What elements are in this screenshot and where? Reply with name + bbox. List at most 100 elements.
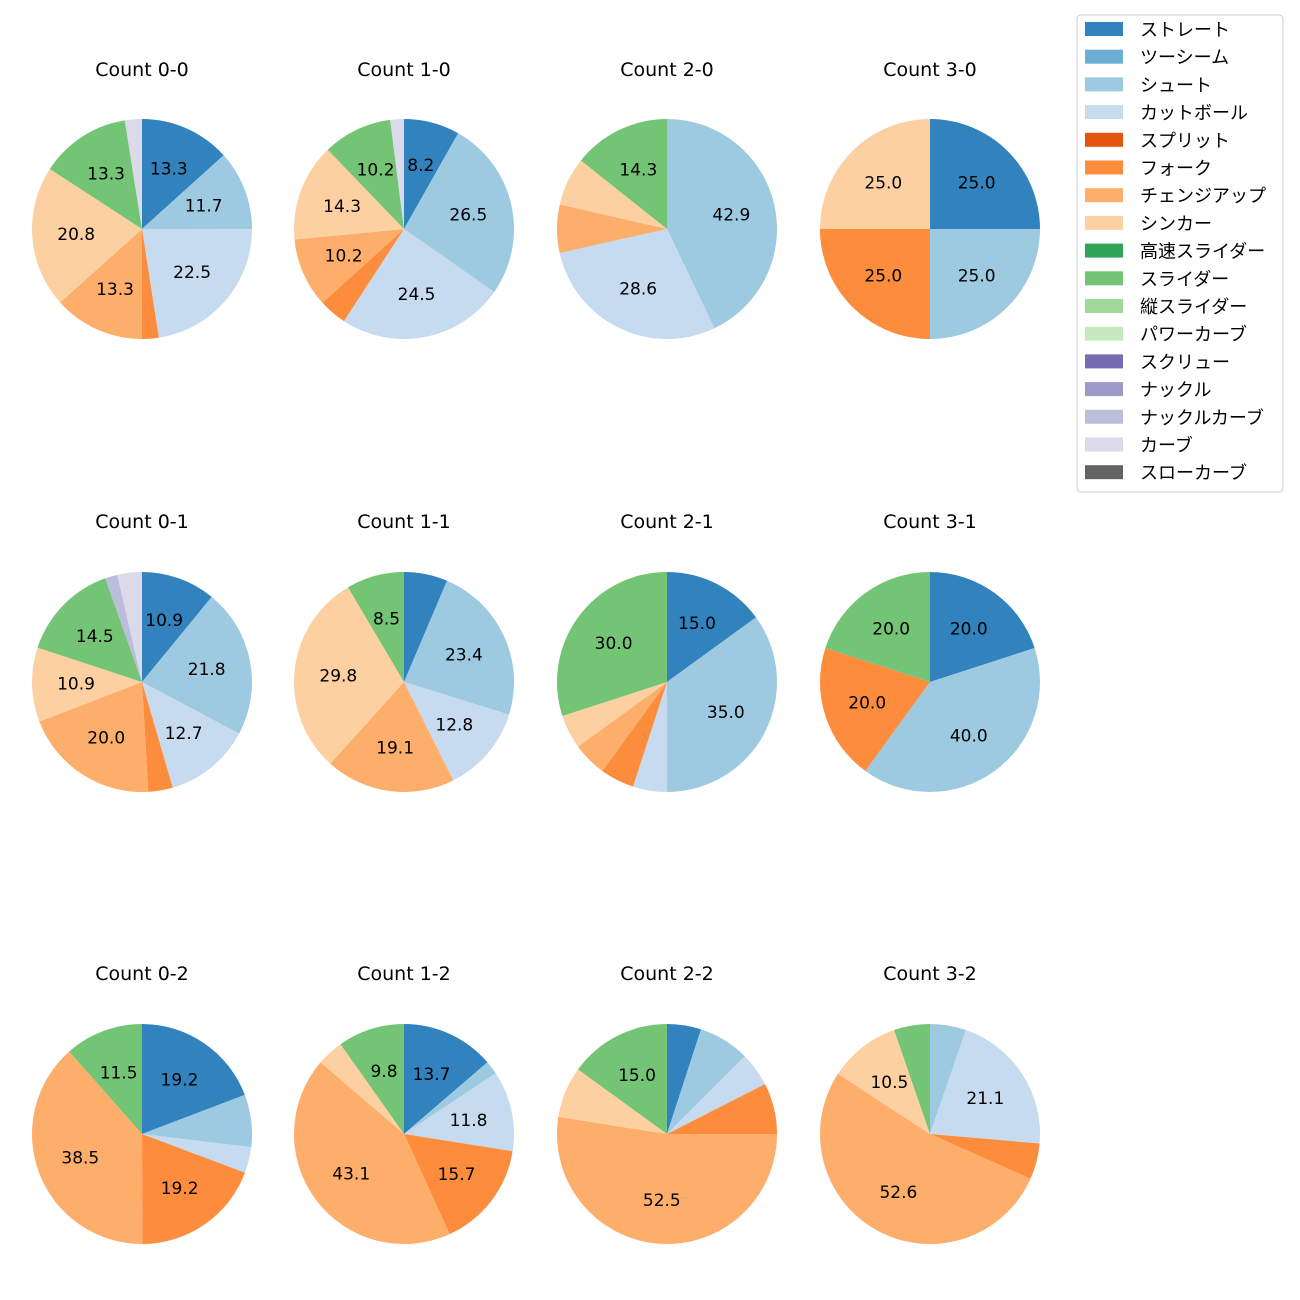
pie-slice <box>633 682 667 792</box>
pie-slice <box>124 119 142 229</box>
pie-title: Count 1-0 <box>357 59 451 81</box>
pie-count-3-2: Count 3-2 21.1 52.6 10.5 <box>820 963 1040 1244</box>
pie-slice <box>404 133 514 292</box>
slice-label: 8.5 <box>373 609 400 629</box>
slice-label: 15.7 <box>438 1165 476 1185</box>
pie-title: Count 3-2 <box>883 963 977 985</box>
pie-slice <box>930 229 1040 339</box>
slice-label: 26.5 <box>449 205 487 225</box>
slice-label: 22.5 <box>173 263 211 283</box>
legend-label: 縦スライダー <box>1140 297 1247 318</box>
pie-slice <box>820 1073 1031 1244</box>
slice-label: 21.1 <box>966 1089 1004 1109</box>
slice-label: 21.8 <box>188 660 226 680</box>
slice-label: 13.3 <box>150 160 188 180</box>
pie-slice <box>556 1116 777 1245</box>
slice-label: 10.5 <box>870 1073 908 1093</box>
pie-slice <box>404 682 510 781</box>
pie-slice <box>820 229 930 339</box>
legend-swatch <box>1085 465 1123 480</box>
legend-swatch <box>1085 105 1123 120</box>
pie-slice <box>343 229 495 339</box>
pie-slice <box>32 647 143 722</box>
legend-swatch <box>1085 77 1123 92</box>
slice-label: 19.2 <box>161 1179 199 1199</box>
pie-slice <box>404 1134 513 1235</box>
slice-label: 14.5 <box>76 627 114 647</box>
slice-label: 52.5 <box>643 1191 681 1211</box>
pie-slice <box>602 682 667 787</box>
pie-slice <box>320 1044 404 1134</box>
pie-count-1-2: Count 1-2 13.7 11.8 15.7 43.1 9.8 <box>293 963 514 1244</box>
legend-label: スプリット <box>1140 131 1230 152</box>
pie-title: Count 1-1 <box>357 511 451 533</box>
slice-label: 13.7 <box>413 1065 451 1085</box>
legend-swatch <box>1085 326 1123 341</box>
slice-label: 19.2 <box>161 1071 199 1091</box>
pie-count-0-2: Count 0-2 19.2 19.2 38.5 11.5 <box>31 963 252 1244</box>
slice-label: 15.0 <box>618 1066 656 1086</box>
pie-title: Count 3-0 <box>883 59 977 81</box>
pie-slice <box>930 1024 966 1134</box>
slice-label: 25.0 <box>958 173 996 193</box>
slice-label: 20.0 <box>950 620 988 640</box>
legend-swatch <box>1085 132 1123 147</box>
pie-slice <box>49 120 142 229</box>
pie-slice <box>404 580 514 715</box>
slice-label: 28.6 <box>619 279 657 299</box>
pie-slice <box>39 682 149 792</box>
pie-title: Count 0-2 <box>95 963 189 985</box>
pie-slice <box>142 1024 245 1134</box>
pie-title: Count 0-1 <box>95 511 189 533</box>
legend-label: フォーク <box>1140 159 1212 180</box>
pie-slice <box>348 572 404 682</box>
pie-slice <box>142 682 240 788</box>
pie-slice <box>557 204 667 253</box>
slice-label: 20.0 <box>848 693 886 713</box>
slice-label: 35.0 <box>707 703 745 723</box>
pie-slice <box>142 596 252 734</box>
legend-label: シュート <box>1140 75 1212 96</box>
pie-slice <box>142 682 173 792</box>
pie-title: Count 2-2 <box>620 963 714 985</box>
slice-label: 25.0 <box>864 267 902 287</box>
pie-slice <box>667 572 756 682</box>
legend-swatch <box>1085 49 1123 64</box>
slice-label: 20.8 <box>57 225 95 245</box>
slice-label: 11.8 <box>450 1111 488 1131</box>
legend-label: スローカーブ <box>1140 462 1247 484</box>
legend: ストレートツーシームシュートカットボールスプリットフォークチェンジアップシンカー… <box>1076 14 1284 493</box>
legend-swatch <box>1085 271 1123 286</box>
legend-swatch <box>1085 215 1123 230</box>
pie-count-1-0: Count 1-0 8.2 26.5 24.5 10.2 14.3 10.2 <box>294 59 514 339</box>
pie-title: Count 2-1 <box>620 511 714 533</box>
slice-label: 10.9 <box>57 675 95 695</box>
pie-slice <box>667 1024 701 1134</box>
pie-count-2-2: Count 2-2 52.5 15.0 <box>556 963 777 1245</box>
pie-slice <box>930 119 1040 229</box>
legend-swatch <box>1085 243 1123 258</box>
slice-label: 12.8 <box>435 716 473 736</box>
pie-slice <box>37 578 142 682</box>
legend-label: シンカー <box>1140 214 1212 235</box>
pie-slice <box>105 574 142 682</box>
pie-slice <box>294 149 404 240</box>
pie-slice <box>142 155 252 230</box>
pie-slice <box>667 1056 766 1134</box>
pie-slice <box>142 229 252 338</box>
pie-slice <box>60 229 142 339</box>
legend-label: カーブ <box>1140 435 1193 457</box>
pie-count-2-1: Count 2-1 15.0 35.0 30.0 <box>557 511 777 792</box>
legend-swatch <box>1085 354 1123 369</box>
pie-count-3-0: Count 3-0 25.0 25.0 25.0 25.0 <box>820 59 1040 339</box>
pie-slice <box>930 1030 1040 1144</box>
pie-title: Count 3-1 <box>883 511 977 533</box>
pie-slice <box>322 229 404 322</box>
pie-slice <box>330 682 454 793</box>
pie-slice <box>558 1069 667 1134</box>
slice-label: 15.0 <box>678 614 716 634</box>
pie-slice <box>837 1030 930 1134</box>
slice-label: 10.9 <box>145 611 183 631</box>
pie-slice <box>142 572 212 682</box>
